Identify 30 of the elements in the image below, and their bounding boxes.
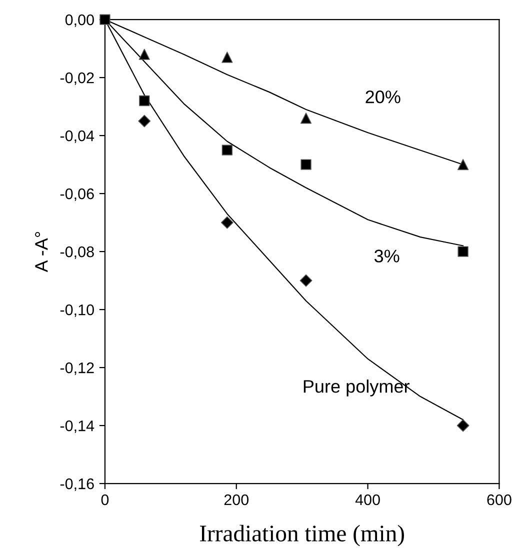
x-tick-label: 400 bbox=[355, 494, 380, 506]
point bbox=[458, 246, 468, 257]
x-tick-label: 0 bbox=[101, 494, 109, 506]
y-tick-label: -0,08 bbox=[60, 246, 94, 260]
annotation: 3% bbox=[374, 250, 400, 262]
annotation: Pure polymer bbox=[304, 380, 410, 396]
y-tick-label: -0,10 bbox=[60, 304, 94, 318]
point bbox=[222, 52, 233, 63]
y-tick-label: -0,14 bbox=[60, 420, 94, 434]
point bbox=[300, 112, 312, 124]
point bbox=[138, 114, 151, 128]
point bbox=[300, 159, 312, 170]
point bbox=[456, 419, 470, 432]
y-tick-label: -0,02 bbox=[60, 72, 94, 86]
x-tick-label: 600 bbox=[487, 494, 512, 506]
y-axis-title: A -A° bbox=[35, 232, 48, 272]
y-tick-label: -0,04 bbox=[60, 130, 94, 144]
point bbox=[220, 216, 234, 229]
y-tick-label: -0,16 bbox=[60, 478, 94, 492]
point bbox=[222, 144, 233, 156]
point bbox=[139, 95, 150, 106]
point bbox=[457, 158, 469, 170]
y-tick-label: -0,06 bbox=[60, 188, 94, 202]
point bbox=[138, 48, 150, 60]
y-tick-label: 0,00 bbox=[65, 14, 94, 28]
x-tick-label: 200 bbox=[224, 494, 249, 506]
point bbox=[300, 274, 312, 287]
annotation: 20% bbox=[366, 90, 400, 104]
y-tick-label: -0,12 bbox=[60, 362, 94, 376]
x-axis-title: Irradiation time (min) bbox=[200, 524, 404, 546]
